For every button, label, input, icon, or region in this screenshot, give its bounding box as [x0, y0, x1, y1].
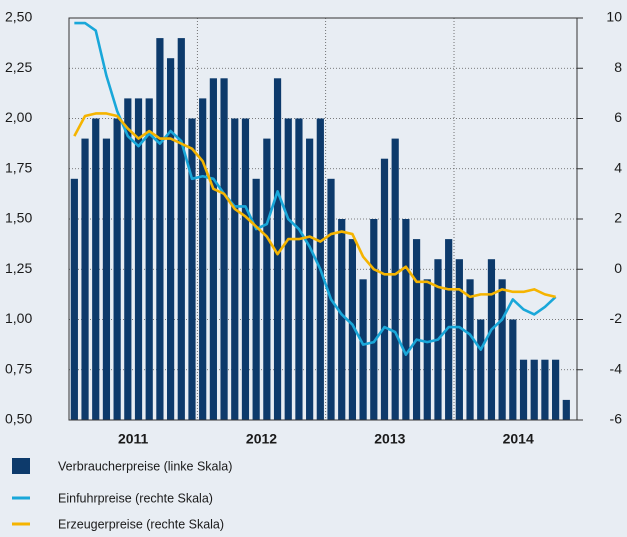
- bar: [102, 138, 111, 420]
- bar: [498, 279, 506, 420]
- bar: [466, 279, 474, 420]
- y-tick-label: 1,25: [5, 260, 32, 276]
- bar: [402, 219, 410, 420]
- y-tick-label: 2,50: [5, 9, 32, 25]
- line: [74, 21, 557, 356]
- x-tick-label: 2014: [503, 431, 534, 447]
- bar: [380, 158, 389, 420]
- bar: [199, 98, 207, 421]
- legend-label: Erzeugerpreise (rechte Skala): [58, 517, 224, 531]
- y-tick-label: 2,00: [5, 109, 32, 125]
- x-tick-label: 2013: [374, 431, 405, 447]
- bar: [295, 118, 303, 420]
- bar: [167, 58, 175, 420]
- bar: [455, 259, 463, 420]
- y2-tick-label: 0: [614, 260, 622, 276]
- bar: [284, 118, 292, 420]
- bar: [359, 279, 367, 420]
- bar: [273, 78, 282, 421]
- legend-label: Verbraucherpreise (linke Skala): [58, 459, 232, 473]
- bar: [487, 259, 496, 420]
- y2-tick-label: -6: [610, 411, 623, 427]
- bar: [209, 78, 217, 421]
- legend-label: Einfuhrpreise (rechte Skala): [58, 491, 213, 505]
- bar: [124, 98, 132, 421]
- bar: [338, 219, 346, 420]
- bar: [177, 38, 185, 420]
- bar: [70, 178, 78, 420]
- y2-tick-label: -2: [610, 310, 623, 326]
- y2-tick-label: -4: [610, 360, 623, 376]
- bar: [231, 118, 239, 420]
- y-tick-label: 0,75: [5, 360, 32, 376]
- bar: [412, 239, 421, 420]
- bar: [562, 399, 570, 420]
- y2-tick-label: 4: [614, 159, 622, 175]
- bar: [113, 118, 121, 420]
- y-tick-label: 1,75: [5, 159, 32, 175]
- bar: [477, 319, 485, 420]
- y-tick-label: 0,50: [5, 411, 32, 427]
- bar: [252, 178, 260, 420]
- bar: [306, 138, 314, 420]
- bar: [552, 359, 560, 420]
- plot-frame: [68, 17, 578, 421]
- bar: [156, 38, 164, 420]
- bar: [81, 138, 89, 420]
- bar: [92, 118, 100, 420]
- bar: [263, 138, 271, 420]
- bar: [530, 359, 538, 420]
- bar: [519, 359, 528, 420]
- y2-tick-label: 8: [614, 59, 622, 75]
- x-tick-label: 2011: [118, 431, 149, 447]
- bar: [541, 359, 549, 420]
- bar: [220, 78, 228, 421]
- bar: [241, 118, 250, 420]
- y2-tick-label: 10: [606, 9, 622, 25]
- x-tick-label: 2012: [246, 431, 277, 447]
- y-tick-label: 2,25: [5, 59, 32, 75]
- line: [73, 112, 556, 299]
- bar: [348, 239, 357, 420]
- bar: [134, 98, 143, 421]
- bar: [445, 239, 453, 420]
- y2-tick-label: 2: [614, 210, 622, 226]
- bar: [509, 319, 517, 420]
- bar: [370, 219, 378, 420]
- bar: [391, 138, 399, 420]
- bar: [145, 98, 153, 421]
- legend-swatch: [12, 458, 30, 474]
- bar: [423, 279, 431, 420]
- y-tick-label: 1,00: [5, 310, 32, 326]
- y-tick-label: 1,50: [5, 210, 32, 226]
- bar: [188, 118, 196, 420]
- y2-tick-label: 6: [614, 109, 622, 125]
